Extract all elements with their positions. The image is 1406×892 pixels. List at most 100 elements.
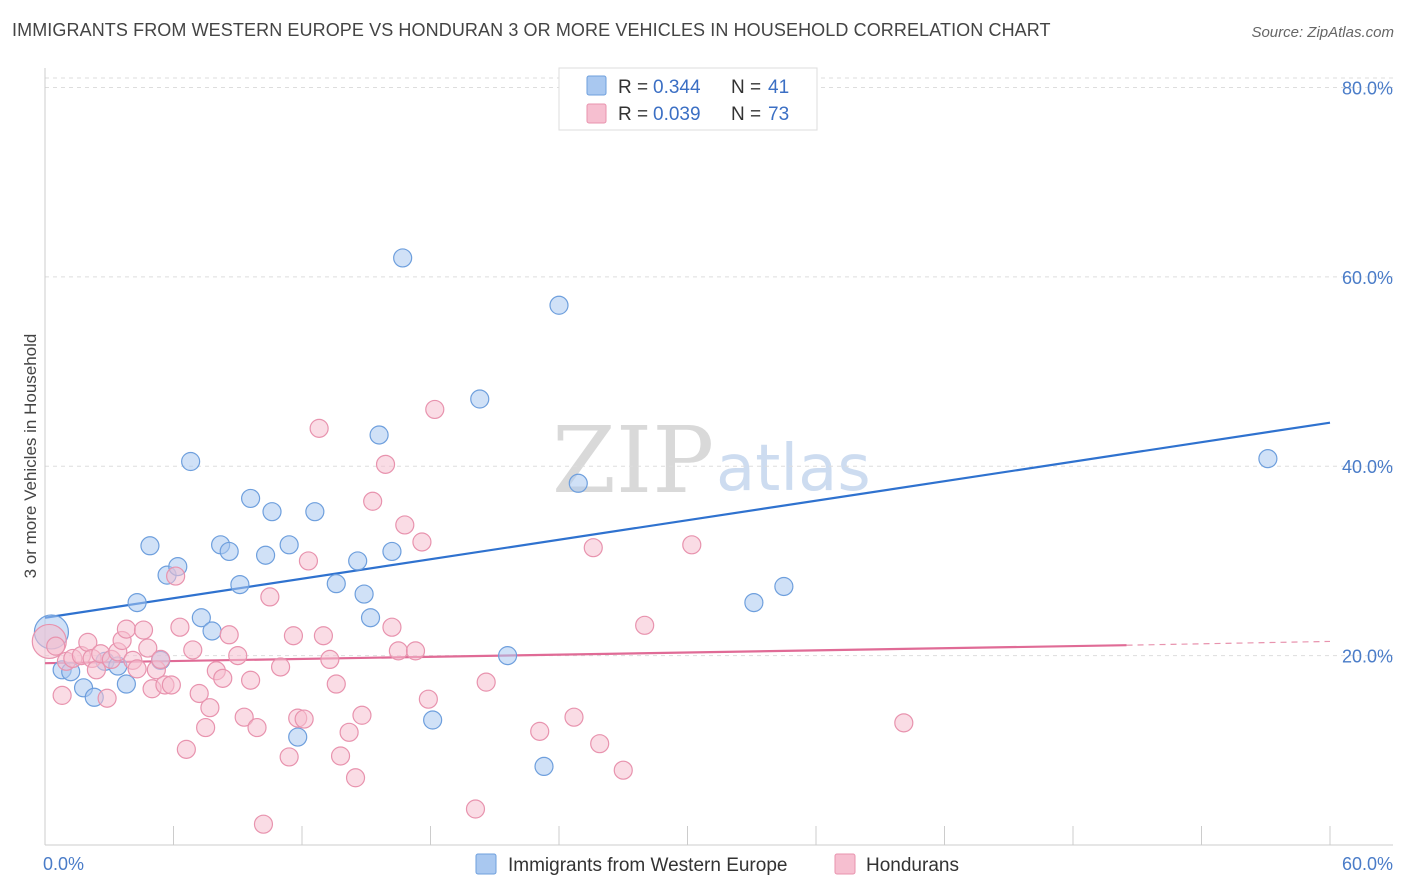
hondurans-point bbox=[161, 675, 181, 695]
western-europe-point bbox=[774, 576, 794, 597]
western-europe-point bbox=[230, 574, 250, 595]
hondurans-point bbox=[298, 551, 319, 571]
hondurans-point bbox=[313, 626, 334, 646]
chart-title: IMMIGRANTS FROM WESTERN EUROPE VS HONDUR… bbox=[12, 20, 1051, 40]
x-tick-label-end: 60.0% bbox=[1342, 854, 1393, 874]
western-europe-point bbox=[326, 574, 346, 594]
stats-n-value-pink: 73 bbox=[768, 104, 789, 125]
hondurans-point bbox=[375, 454, 396, 474]
x-tick-label-start: 0.0% bbox=[43, 854, 84, 874]
western-europe-point bbox=[181, 451, 201, 472]
hondurans-point bbox=[234, 707, 254, 727]
western-europe-point bbox=[360, 608, 381, 628]
hondurans-point bbox=[97, 688, 117, 708]
y-tick-label: 20.0% bbox=[1342, 647, 1393, 667]
western-europe-point bbox=[498, 646, 518, 666]
hondurans-point bbox=[320, 649, 340, 670]
stats-r-value-blue: 0.344 bbox=[653, 77, 701, 98]
hondurans-point bbox=[682, 535, 702, 555]
western-europe-point bbox=[348, 551, 368, 571]
legend: Immigrants from Western Europe Hondurans bbox=[475, 853, 959, 876]
western-europe-point bbox=[219, 541, 239, 562]
western-europe-point bbox=[262, 502, 282, 522]
hondurans-point bbox=[330, 746, 351, 766]
hondurans-point bbox=[138, 638, 158, 658]
hondurans-point bbox=[183, 640, 203, 660]
hondurans-point bbox=[395, 515, 415, 535]
western-europe-point bbox=[191, 608, 211, 628]
western-europe-point bbox=[393, 248, 413, 268]
hondurans-point bbox=[228, 646, 248, 666]
hondurans-point bbox=[418, 689, 438, 709]
western-europe-point bbox=[279, 535, 299, 555]
hondurans-point bbox=[127, 659, 147, 679]
western-europe-point bbox=[116, 674, 136, 694]
western-europe-point bbox=[255, 545, 276, 565]
stats-box: R = 0.344 N = 41 R = 0.039 N = 73 bbox=[558, 67, 818, 131]
hondurans-point bbox=[345, 768, 366, 788]
watermark: ZIP atlas bbox=[552, 407, 871, 514]
hondurans-point bbox=[309, 418, 329, 438]
hondurans-point bbox=[425, 399, 445, 420]
hondurans-point bbox=[200, 698, 220, 718]
western-europe-point bbox=[354, 584, 374, 604]
stats-swatch-blue bbox=[586, 75, 607, 96]
stats-r-value-pink: 0.039 bbox=[653, 104, 701, 125]
hondurans-point bbox=[46, 636, 66, 656]
western-europe-point bbox=[534, 756, 554, 777]
hondurans-point bbox=[219, 625, 239, 645]
hondurans-point bbox=[613, 760, 633, 780]
hondurans-point bbox=[590, 734, 610, 754]
hondurans-point bbox=[326, 674, 346, 694]
hondurans-point bbox=[253, 814, 274, 834]
western-europe-point bbox=[1258, 449, 1278, 469]
hondurans-point bbox=[247, 717, 267, 738]
stats-r-label-pink: R = bbox=[618, 104, 648, 125]
trend-line-hondurans bbox=[44, 644, 1127, 665]
hondurans-point bbox=[151, 649, 171, 670]
hondurans-point bbox=[583, 538, 603, 558]
western-europe-point bbox=[202, 621, 222, 641]
stats-n-label-pink: N = bbox=[731, 104, 761, 125]
watermark-atlas: atlas bbox=[716, 432, 871, 506]
stats-n-value-blue: 41 bbox=[768, 77, 789, 98]
hondurans-point bbox=[241, 670, 261, 690]
hondurans-point bbox=[564, 707, 584, 727]
hondurans-point bbox=[213, 668, 233, 688]
western-europe-point bbox=[369, 425, 389, 445]
trend-line-western-europe bbox=[44, 421, 1331, 619]
hondurans-point bbox=[363, 491, 383, 511]
hondurans-point bbox=[52, 685, 72, 705]
hondurans-point bbox=[412, 532, 432, 552]
hondurans-point bbox=[260, 587, 280, 607]
legend-swatch-western-europe bbox=[475, 853, 497, 875]
watermark-zip: ZIP bbox=[552, 407, 714, 514]
western-europe-point bbox=[127, 592, 147, 613]
stats-swatch-pink bbox=[586, 103, 607, 124]
hondurans-point bbox=[530, 721, 550, 741]
hondurans-point bbox=[116, 619, 136, 639]
legend-swatch-hondurans bbox=[834, 853, 856, 875]
stats-r-label-blue: R = bbox=[618, 77, 648, 98]
western-europe-point bbox=[241, 488, 261, 509]
legend-label-western-europe: Immigrants from Western Europe bbox=[508, 855, 787, 876]
hondurans-point bbox=[382, 617, 402, 637]
western-europe-point bbox=[744, 592, 764, 613]
hondurans-point bbox=[189, 683, 209, 704]
western-europe-point bbox=[549, 295, 569, 315]
series-hondurans-points bbox=[31, 399, 914, 834]
hondurans-point bbox=[405, 641, 426, 661]
y-tick-label: 40.0% bbox=[1342, 457, 1393, 477]
hondurans-point bbox=[196, 717, 216, 738]
grid-lines bbox=[45, 77, 1393, 657]
western-europe-point bbox=[470, 389, 490, 409]
y-axis-label: 3 or more Vehicles in Household bbox=[21, 334, 40, 579]
western-europe-point bbox=[288, 727, 308, 747]
trend-line-hondurans-extension bbox=[1126, 640, 1331, 646]
hondurans-point bbox=[133, 620, 154, 640]
western-europe-point bbox=[382, 541, 402, 562]
hondurans-point bbox=[635, 615, 655, 635]
hondurans-point bbox=[388, 641, 408, 661]
y-tick-label: 60.0% bbox=[1342, 268, 1393, 288]
